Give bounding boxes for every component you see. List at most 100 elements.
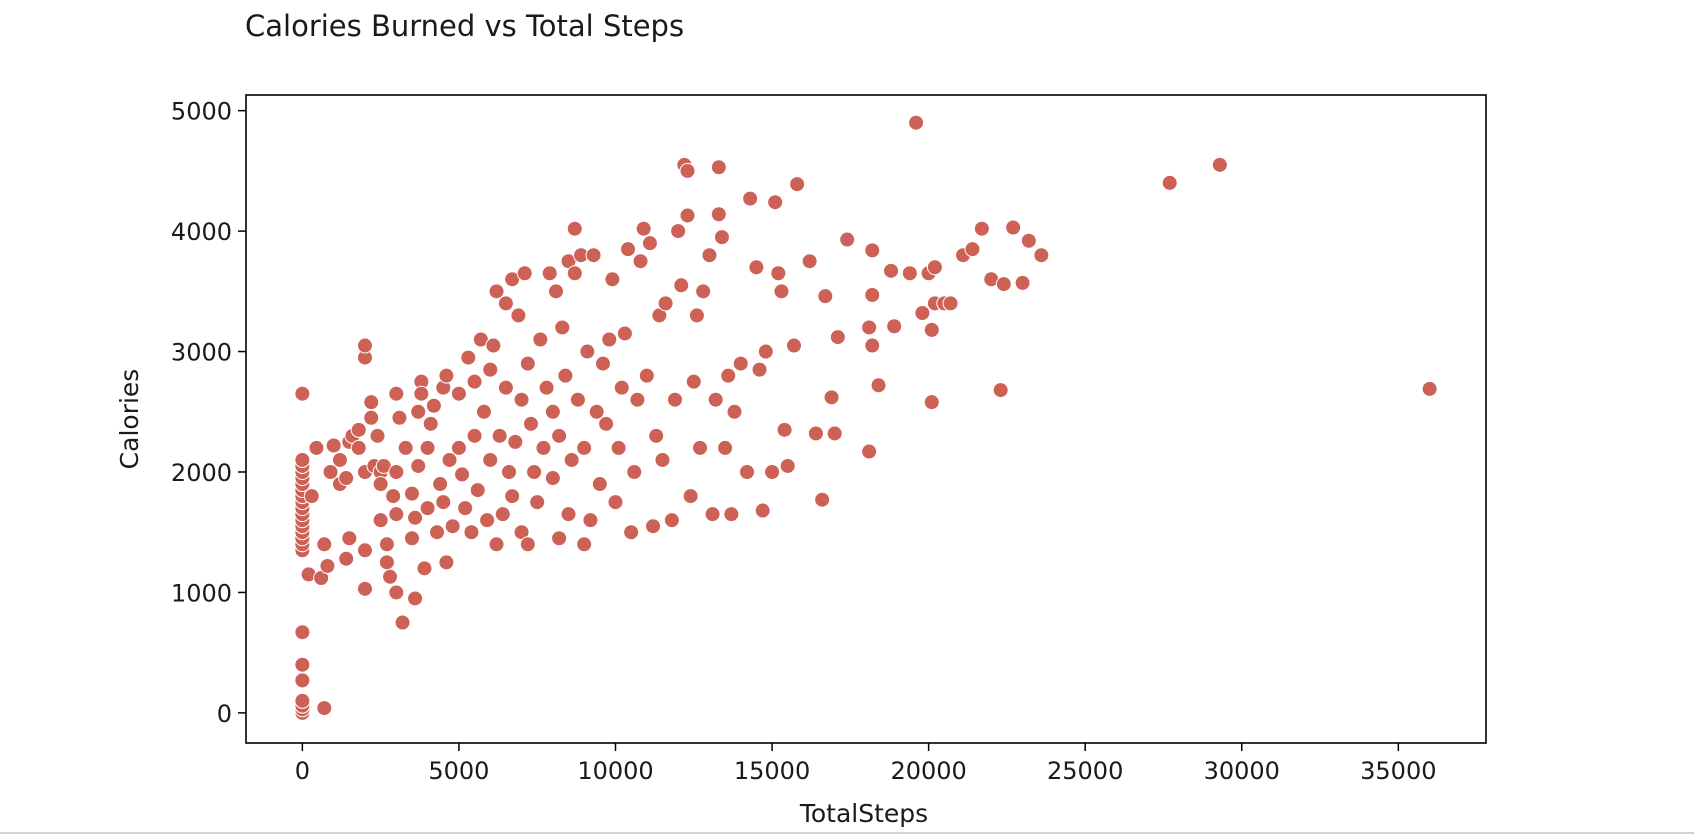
- data-point: [886, 318, 903, 335]
- data-point: [914, 305, 931, 322]
- data-point: [516, 265, 533, 282]
- data-point: [710, 159, 727, 176]
- data-point: [425, 397, 442, 414]
- data-point: [544, 403, 561, 420]
- divider-line: [0, 832, 1694, 834]
- data-point: [319, 557, 336, 574]
- data-point: [926, 259, 943, 276]
- data-point: [1211, 156, 1228, 173]
- data-point: [566, 220, 583, 237]
- data-point: [432, 476, 449, 493]
- data-point: [620, 241, 637, 258]
- data-point: [757, 343, 774, 360]
- data-point: [450, 439, 467, 456]
- data-point: [610, 439, 627, 456]
- data-point: [338, 550, 355, 567]
- data-point: [350, 421, 367, 438]
- data-point: [726, 403, 743, 420]
- data-point: [748, 259, 765, 276]
- data-point: [551, 427, 568, 444]
- data-point: [372, 476, 389, 493]
- data-point: [1033, 247, 1050, 264]
- data-point: [923, 321, 940, 338]
- data-point: [294, 656, 311, 673]
- data-point: [942, 295, 959, 312]
- data-point: [626, 463, 643, 480]
- x-tick-label: 25000: [1047, 757, 1123, 785]
- data-point: [504, 488, 521, 505]
- x-tick-label: 15000: [734, 757, 810, 785]
- data-point: [485, 337, 502, 354]
- data-point: [648, 427, 665, 444]
- data-point: [538, 379, 555, 396]
- data-point: [363, 409, 380, 426]
- data-point: [688, 307, 705, 324]
- data-point: [713, 229, 730, 246]
- data-point: [801, 253, 818, 270]
- data-point: [529, 494, 546, 511]
- data-point: [519, 536, 536, 553]
- data-point: [883, 262, 900, 279]
- data-point: [1020, 232, 1037, 249]
- data-point: [607, 494, 624, 511]
- data-point: [403, 485, 420, 502]
- data-point: [441, 451, 458, 468]
- data-point: [394, 614, 411, 631]
- data-point: [494, 506, 511, 523]
- data-point: [325, 437, 342, 454]
- data-point: [356, 337, 373, 354]
- data-point: [692, 439, 709, 456]
- data-point: [422, 415, 439, 432]
- data-point: [450, 385, 467, 402]
- data-point: [316, 700, 333, 717]
- data-point: [479, 512, 496, 529]
- data-point: [469, 482, 486, 499]
- data-point: [723, 506, 740, 523]
- x-tick-label: 0: [295, 757, 310, 785]
- data-point: [789, 176, 806, 193]
- data-point: [510, 307, 527, 324]
- data-point: [638, 367, 655, 384]
- data-point: [973, 220, 990, 237]
- data-point: [294, 624, 311, 641]
- data-point: [695, 283, 712, 300]
- data-point: [294, 385, 311, 402]
- x-axis: 0 5000 10000 15000 20000 25000 30000 35000: [295, 743, 1437, 785]
- data-point: [560, 506, 577, 523]
- data-point: [569, 391, 586, 408]
- data-point: [751, 361, 768, 378]
- x-tick-label: 20000: [890, 757, 966, 785]
- data-point: [732, 355, 749, 372]
- data-point: [308, 439, 325, 456]
- data-point: [526, 463, 543, 480]
- data-point: [826, 425, 843, 442]
- data-point: [754, 502, 771, 519]
- data-point: [992, 382, 1009, 399]
- data-point: [908, 114, 925, 131]
- data-point: [673, 277, 690, 294]
- data-point: [356, 542, 373, 559]
- data-point: [429, 524, 446, 541]
- data-point: [551, 530, 568, 547]
- data-point: [666, 391, 683, 408]
- data-point: [497, 379, 514, 396]
- data-point: [316, 536, 333, 553]
- data-point: [491, 427, 508, 444]
- data-point: [770, 265, 787, 282]
- data-point: [870, 377, 887, 394]
- x-tick-label: 35000: [1360, 757, 1436, 785]
- data-point: [679, 162, 696, 179]
- data-point: [1421, 380, 1438, 397]
- data-point: [482, 451, 499, 468]
- data-point: [682, 488, 699, 505]
- data-point: [739, 463, 756, 480]
- data-point: [1014, 274, 1031, 291]
- data-point: [410, 403, 427, 420]
- data-point: [363, 394, 380, 411]
- scatter-points: [294, 114, 1438, 721]
- data-point: [717, 439, 734, 456]
- data-point: [779, 457, 796, 474]
- data-point: [410, 457, 427, 474]
- data-point: [416, 560, 433, 577]
